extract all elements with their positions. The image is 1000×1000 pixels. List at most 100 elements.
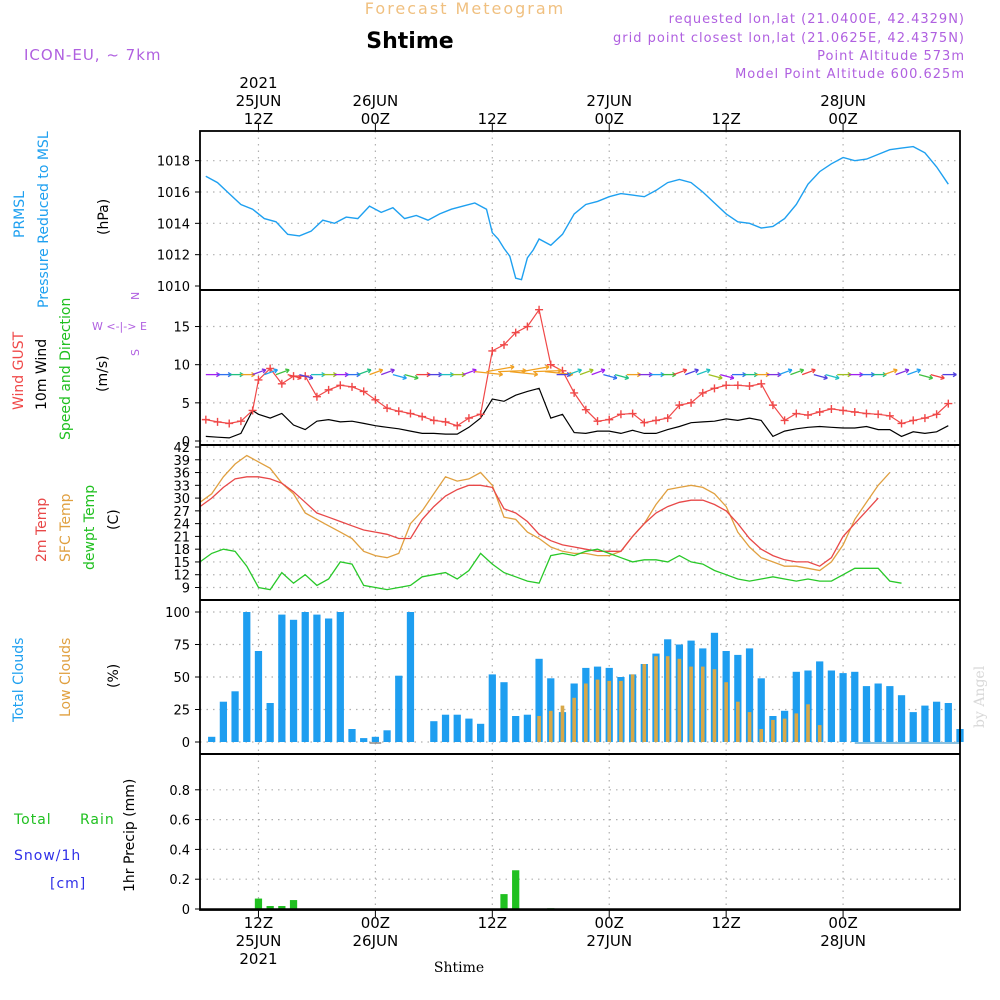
- precip-panel: 0 0.2 0.4 0.6 0.8: [169, 754, 960, 918]
- wind-direction-arrow: [521, 366, 550, 373]
- wind-arrow-head: [378, 368, 384, 374]
- wind-arrow-head: [928, 374, 934, 380]
- gust-marker: [932, 410, 941, 419]
- gust-marker: [710, 384, 719, 393]
- low-clouds-bar: [689, 666, 693, 742]
- low-clouds-label: Low Clouds: [58, 638, 74, 717]
- gust-label: Wind GUST: [11, 331, 27, 410]
- rain-bar: [512, 870, 520, 909]
- wind-direction-arrow: [579, 369, 594, 376]
- gust-marker: [312, 392, 321, 401]
- low-clouds-bar: [759, 729, 764, 742]
- wind-arrow-head: [706, 368, 711, 374]
- low-clouds-bar: [736, 701, 740, 742]
- total-clouds-bar: [254, 651, 263, 742]
- gust-marker: [254, 375, 263, 384]
- wind-arrow-head: [308, 374, 314, 380]
- precip-ytick-label: 0.6: [169, 814, 190, 829]
- total-clouds-bar: [944, 703, 952, 742]
- gust-marker: [640, 418, 649, 427]
- gust-marker: [897, 419, 906, 428]
- low-clouds-bar: [584, 683, 588, 742]
- wind-arrow-head: [600, 368, 606, 374]
- top-time-label: 00Z: [361, 110, 390, 128]
- low-clouds-bar: [537, 716, 541, 742]
- gust-marker: [535, 305, 544, 314]
- cloud-units: (%): [106, 664, 122, 688]
- total-clouds-bar: [851, 671, 859, 742]
- wind-arrow-head: [916, 368, 922, 374]
- gust-marker: [248, 406, 257, 415]
- wind-direction-arrow: [252, 369, 266, 376]
- gust-marker: [500, 340, 508, 349]
- total-clouds-bar: [324, 618, 333, 742]
- wind-direction-arrow: [299, 373, 314, 379]
- wind-arrow-head: [297, 374, 302, 380]
- gust-marker: [675, 401, 684, 410]
- top-time-label: 12Z: [711, 110, 740, 128]
- low-clouds-bar: [747, 712, 752, 742]
- wind-direction-arrow: [930, 373, 945, 379]
- rain-bar: [500, 894, 508, 909]
- wind-direction-arrow: [778, 369, 793, 376]
- clouds-ytick-label: 50: [173, 671, 190, 686]
- bottom-time-label: 2021: [239, 950, 277, 968]
- top-time-label: 00Z: [828, 110, 857, 128]
- pressure-series-line: [205, 145, 949, 281]
- wind-ytick-label: 15: [173, 321, 190, 336]
- temperature-ytick-label: 24: [173, 518, 190, 533]
- pressure-panel: 1010 1012 1014 1016 1018: [157, 131, 960, 295]
- rain-bar: [254, 898, 263, 909]
- total-clouds-bar: [465, 718, 473, 742]
- wind-direction-arrow: [790, 369, 804, 376]
- wind-direction-arrow: [264, 369, 278, 376]
- gust-marker: [687, 398, 696, 407]
- pressure-ytick-label: 1016: [157, 186, 190, 201]
- rain-bar: [278, 906, 286, 909]
- total-clouds-bar: [476, 723, 485, 742]
- wind-direction-arrow: [673, 369, 687, 376]
- gust-marker: [418, 412, 427, 421]
- gust-marker: [827, 404, 836, 413]
- total-clouds-bar: [827, 670, 836, 742]
- wind-direction-arrow: [801, 369, 816, 376]
- low-clouds-bar: [630, 674, 635, 742]
- bottom-time-label: 12Z: [478, 914, 507, 932]
- wind-arrow-head: [285, 368, 290, 374]
- temperature-ytick-label: 21: [173, 530, 190, 545]
- gust-marker: [359, 387, 368, 396]
- temperature-ytick-label: 18: [173, 543, 190, 558]
- total-clouds-bar: [886, 686, 894, 742]
- wind-ytick-label: 0: [182, 435, 190, 450]
- gust-marker: [909, 416, 918, 425]
- temperature-ytick-label: 39: [173, 454, 190, 469]
- gust-marker: [885, 411, 894, 420]
- total-rain-total: Total: [13, 812, 52, 828]
- wind-arrow-head: [682, 368, 688, 374]
- precip-ylabel: 1hr Precip (mm): [122, 779, 138, 892]
- total-clouds-bar: [453, 714, 461, 742]
- clouds-ytick-label: 100: [165, 606, 190, 621]
- total-clouds-bar: [745, 648, 754, 742]
- wind-direction-arrow: [462, 369, 477, 376]
- grid-point-coords: grid point closest lon,lat (21.0625E, 42…: [613, 31, 965, 46]
- precip-labels: Total Rain Snow/1h [cm] 1hr Precip (mm): [13, 779, 138, 892]
- wind-direction-arrow: [533, 369, 562, 373]
- rain-bar: [266, 906, 274, 909]
- wind-direction-arrow: [614, 373, 629, 379]
- wind-direction-arrow: [474, 370, 503, 376]
- temp-labels: 2m Temp SFC Temp dewpt Temp (C): [34, 485, 122, 570]
- wind-units: (m/s): [95, 355, 111, 392]
- wind-arrow-head: [498, 371, 504, 377]
- total-clouds-bar: [231, 691, 239, 742]
- wind-direction-arrow: [498, 369, 527, 373]
- precip-ytick-label: 0: [182, 903, 190, 918]
- gust-marker: [429, 416, 438, 425]
- wind-direction-arrow: [720, 373, 734, 379]
- gust-marker: [336, 381, 345, 390]
- wind-direction-arrow: [287, 373, 302, 379]
- wind-arrow-head: [414, 374, 419, 380]
- low-clouds-bar: [560, 705, 565, 742]
- total-clouds-label: Total Clouds: [11, 638, 27, 723]
